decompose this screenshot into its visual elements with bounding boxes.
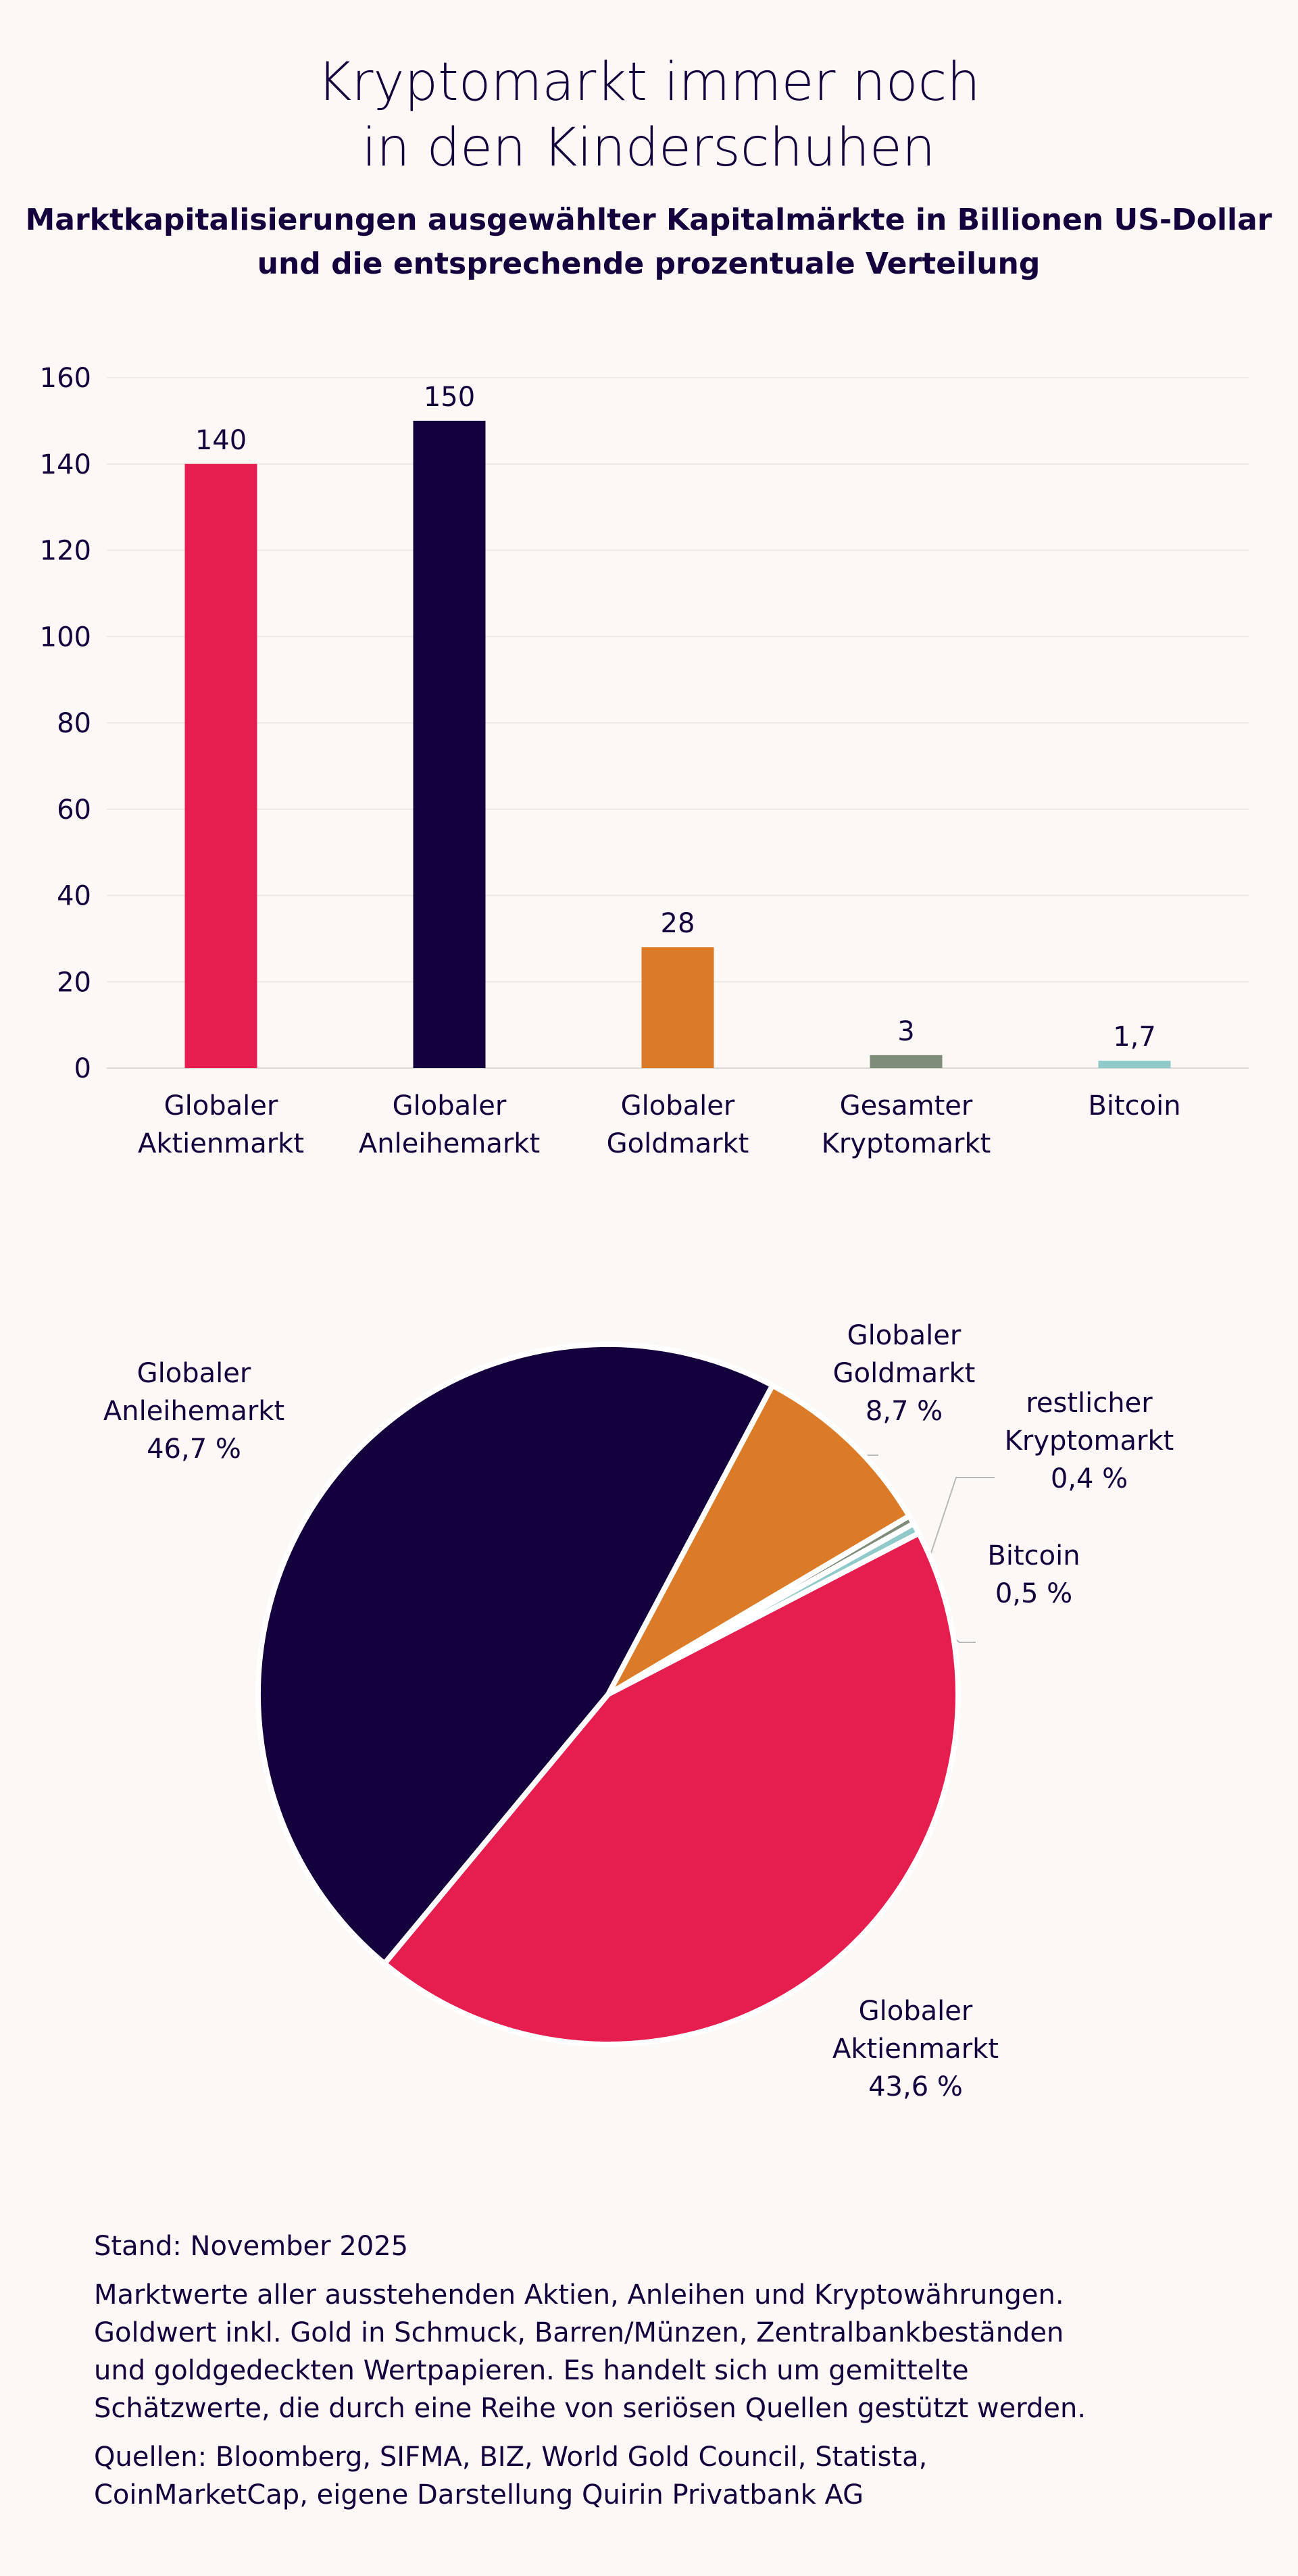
y-tick-label: 20 <box>57 967 91 998</box>
footer-stand: Stand: November 2025 <box>94 2231 408 2262</box>
y-tick-label: 60 <box>57 794 91 826</box>
title-line-1: Kryptomarkt immer noch <box>317 52 980 113</box>
bar-value-label: 1,7 <box>1113 1021 1156 1053</box>
x-tick-label: Globaler <box>621 1090 735 1121</box>
pie-slice <box>605 1382 912 1697</box>
x-tick-label: Aktienmarkt <box>138 1128 304 1159</box>
pie-slice-label: Anleihemarkt <box>103 1396 284 1427</box>
x-tick-label: Kryptomarkt <box>822 1128 991 1159</box>
x-tick-label: Gesamter <box>840 1090 973 1121</box>
pie-chart: Globaler Goldmarkt 8,7 % restlicher Kryptoma… <box>103 1320 1174 2102</box>
x-tick-label: Globaler <box>164 1090 278 1121</box>
bar-value-label: 150 <box>424 382 475 413</box>
footer: Stand: November 2025 Marktwerte aller au… <box>94 2231 1086 2510</box>
pie-slice-label: 0,5 % <box>995 1578 1072 1609</box>
pie-slice <box>382 1530 962 2048</box>
x-tick-label: Anleihemarkt <box>359 1128 540 1159</box>
bar <box>870 1055 943 1068</box>
x-tick-label: Goldmarkt <box>607 1128 749 1159</box>
pie-slice-label: 0,4 % <box>1051 1463 1128 1494</box>
pie-slice-label: Globaler <box>137 1358 251 1389</box>
x-tick-label: Bitcoin <box>1088 1090 1180 1121</box>
header: Kryptomarkt immer noch in den Kinderschu… <box>26 52 1272 281</box>
pie-slice-label: Globaler <box>859 1996 973 2027</box>
bar-value-label: 28 <box>661 908 695 939</box>
pie-slice-label: Bitcoin <box>987 1540 1080 1571</box>
footer-note-line-1: Marktwerte aller ausstehenden Aktien, An… <box>94 2279 1064 2310</box>
pie-slice-label: Aktienmarkt <box>832 2034 999 2065</box>
subtitle-line-1: Marktkapitalisierungen ausgewählter Kapi… <box>26 203 1272 237</box>
y-tick-label: 160 <box>40 363 91 394</box>
footer-source-line-2: CoinMarketCap, eigene Darstellung Quirin… <box>94 2479 864 2510</box>
bar <box>1098 1061 1171 1068</box>
y-tick-label: 120 <box>40 536 91 567</box>
pie-slice-label: Globaler <box>847 1320 962 1351</box>
y-tick-label: 80 <box>57 708 91 739</box>
bar-value-label: 3 <box>897 1016 914 1047</box>
subtitle-line-2: und die entsprechende prozentuale Vertei… <box>257 247 1041 281</box>
bar <box>641 947 714 1068</box>
y-tick-label: 40 <box>57 881 91 912</box>
bar <box>184 463 257 1068</box>
pie-slice-label: 8,7 % <box>866 1396 943 1427</box>
bar-value-label: 140 <box>195 425 247 456</box>
y-tick-label: 0 <box>74 1053 91 1084</box>
pie-slice-label: Goldmarkt <box>833 1358 976 1389</box>
pie-slice-label: 43,6 % <box>868 2071 963 2102</box>
pie-slice-label: 46,7 % <box>147 1434 241 1465</box>
bar-chart: 0 20 40 60 80 100 120 140 160 140 Globaler Aktienma… <box>40 363 1249 1159</box>
x-tick-label: Globaler <box>393 1090 507 1121</box>
bar <box>413 420 486 1068</box>
title-line-2: in den Kinderschuhen <box>362 118 936 178</box>
pie-slice-label: restlicher <box>1026 1388 1153 1419</box>
footer-note-line-2: Goldwert inkl. Gold in Schmuck, Barren/M… <box>94 2317 1064 2348</box>
footer-source-line-1: Quellen: Bloomberg, SIFMA, BIZ, World Go… <box>94 2442 927 2473</box>
footer-note-line-3: und goldgedeckten Wertpapieren. Es hande… <box>94 2355 969 2386</box>
pie-slice-label: Kryptomarkt <box>1005 1425 1174 1457</box>
y-tick-label: 100 <box>40 622 91 653</box>
pie-slice <box>255 1342 776 1967</box>
y-tick-label: 140 <box>40 449 91 480</box>
footer-note-line-4: Schätzwerte, die durch eine Reihe von se… <box>94 2393 1086 2424</box>
